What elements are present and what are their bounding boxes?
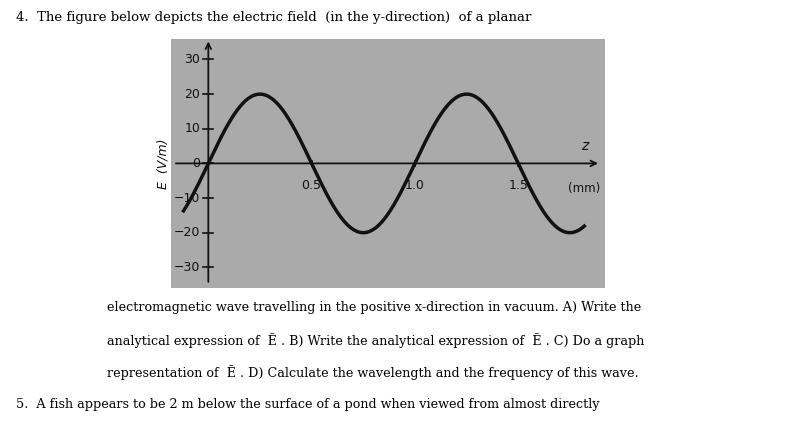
Text: 0.5: 0.5: [302, 179, 322, 192]
Text: analytical expression of  Ē . B) Write the analytical expression of  Ē . C) Do a: analytical expression of Ē . B) Write th…: [107, 333, 645, 348]
Text: 5.  A fish appears to be 2 m below the surface of a pond when viewed from almost: 5. A fish appears to be 2 m below the su…: [16, 398, 599, 411]
Text: z: z: [580, 139, 588, 153]
Text: 10: 10: [184, 122, 200, 135]
Text: representation of  Ē . D) Calculate the wavelength and the frequency of this wav: representation of Ē . D) Calculate the w…: [107, 366, 639, 381]
Text: E  (V/m): E (V/m): [156, 138, 170, 189]
Text: 0: 0: [192, 157, 200, 170]
Text: 1.5: 1.5: [509, 179, 528, 192]
Text: 20: 20: [184, 88, 200, 101]
Text: −10: −10: [174, 191, 200, 205]
Text: 4.  The figure below depicts the electric field  (in the y-direction)  of a plan: 4. The figure below depicts the electric…: [16, 11, 531, 24]
Text: 30: 30: [184, 53, 200, 66]
Text: 1.0: 1.0: [405, 179, 425, 192]
Text: −30: −30: [174, 261, 200, 274]
Text: −20: −20: [174, 226, 200, 239]
Text: (mm): (mm): [568, 182, 600, 196]
Text: electromagnetic wave travelling in the positive x-direction in vacuum. A) Write : electromagnetic wave travelling in the p…: [107, 301, 642, 314]
